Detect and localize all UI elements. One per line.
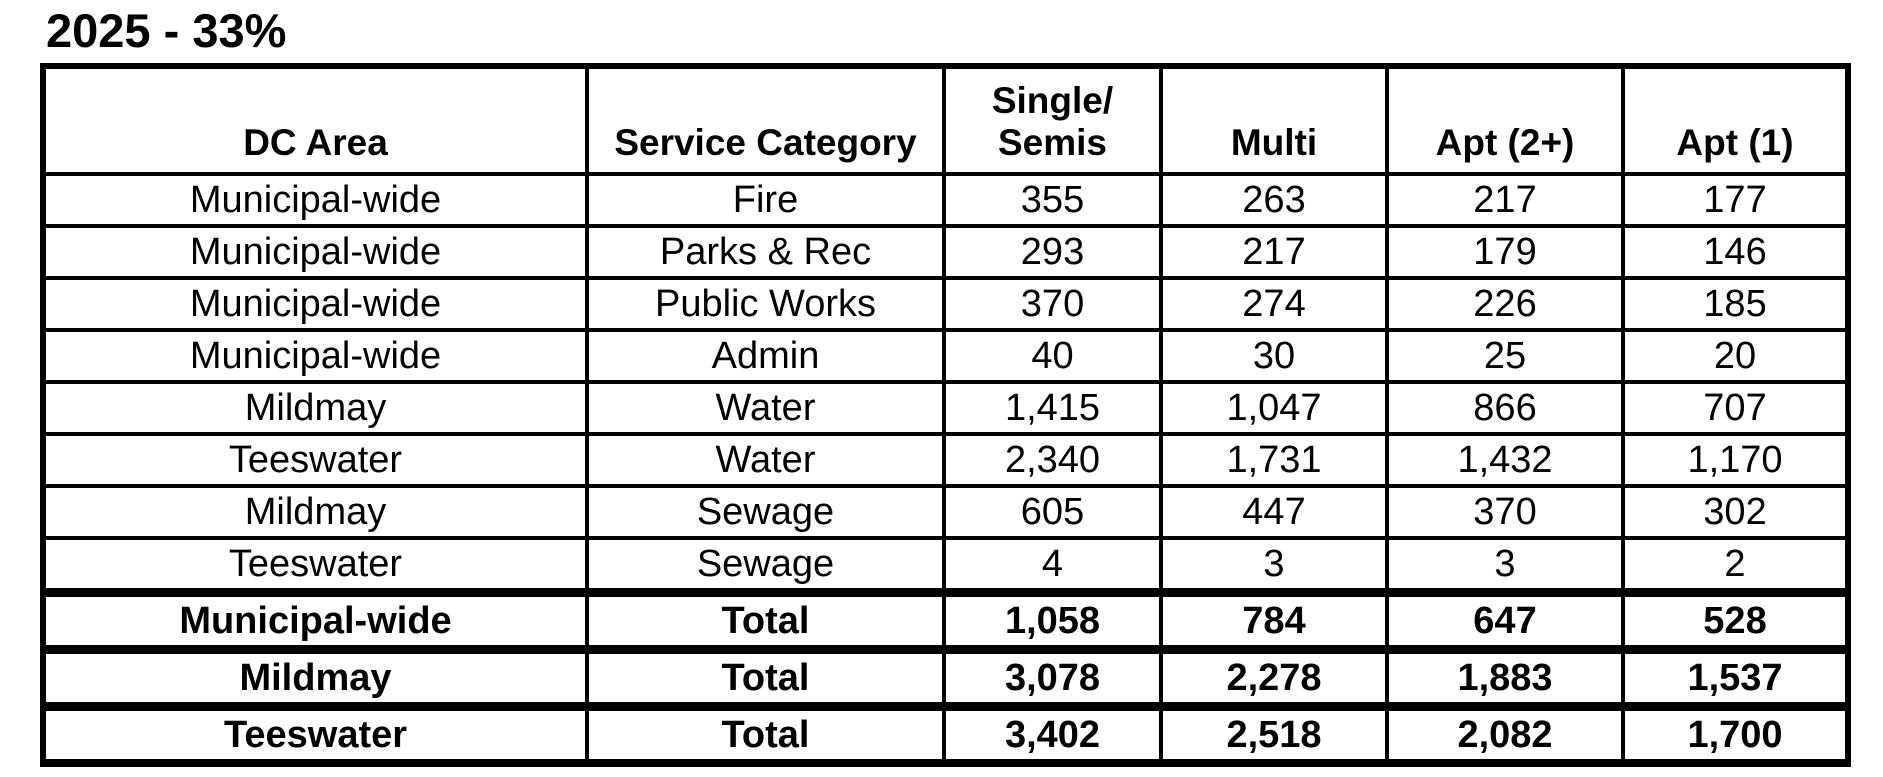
- cell-service-category: Sewage: [585, 484, 946, 540]
- cell-apt-1: 707: [1621, 380, 1850, 436]
- cell-apt-1: 2: [1621, 536, 1850, 595]
- table-row: Municipal-wide Public Works 370 274 226 …: [41, 276, 1850, 332]
- cell-single-semis: 370: [942, 276, 1163, 332]
- cell-single-semis: 3,402: [942, 702, 1163, 767]
- cell-apt-1: 146: [1621, 224, 1850, 280]
- cell-apt-2plus: 1,883: [1385, 645, 1625, 709]
- header-apt-2plus: Apt (2+): [1385, 64, 1625, 176]
- cell-dc-area: Municipal-wide: [41, 224, 589, 280]
- cell-single-semis: 293: [942, 224, 1163, 280]
- cell-apt-2plus: 217: [1385, 172, 1625, 228]
- cell-dc-area: Municipal-wide: [41, 328, 589, 384]
- table-row: Municipal-wide Total 1,058 784 647 528: [41, 588, 1850, 652]
- table-row: Teeswater Total 3,402 2,518 2,082 1,700: [41, 702, 1850, 767]
- table-row: Mildmay Water 1,415 1,047 866 707: [41, 380, 1850, 436]
- cell-apt-2plus: 2,082: [1385, 702, 1625, 767]
- table-row: Teeswater Sewage 4 3 3 2: [41, 536, 1850, 595]
- cell-apt-1: 1,700: [1621, 702, 1850, 767]
- table-row: Mildmay Sewage 605 447 370 302: [41, 484, 1850, 540]
- cell-apt-1: 1,537: [1621, 645, 1850, 709]
- cell-service-category: Total: [585, 588, 946, 652]
- cell-service-category: Admin: [585, 328, 946, 384]
- cell-dc-area: Teeswater: [41, 702, 589, 767]
- cell-dc-area: Mildmay: [41, 645, 589, 709]
- cell-service-category: Public Works: [585, 276, 946, 332]
- table-row: Municipal-wide Fire 355 263 217 177: [41, 172, 1850, 228]
- cell-multi: 447: [1159, 484, 1389, 540]
- cell-single-semis: 1,415: [942, 380, 1163, 436]
- cell-apt-2plus: 226: [1385, 276, 1625, 332]
- cell-apt-1: 185: [1621, 276, 1850, 332]
- table-row: Municipal-wide Parks & Rec 293 217 179 1…: [41, 224, 1850, 280]
- cell-single-semis: 40: [942, 328, 1163, 384]
- cell-apt-2plus: 647: [1385, 588, 1625, 652]
- header-multi: Multi: [1159, 64, 1389, 176]
- cell-service-category: Sewage: [585, 536, 946, 595]
- cell-single-semis: 2,340: [942, 432, 1163, 488]
- cell-service-category: Total: [585, 702, 946, 767]
- cell-apt-1: 177: [1621, 172, 1850, 228]
- cell-apt-2plus: 1,432: [1385, 432, 1625, 488]
- cell-multi: 2,278: [1159, 645, 1389, 709]
- cell-dc-area: Municipal-wide: [41, 276, 589, 332]
- cell-multi: 217: [1159, 224, 1389, 280]
- cell-service-category: Water: [585, 432, 946, 488]
- cell-dc-area: Teeswater: [41, 536, 589, 595]
- cell-multi: 263: [1159, 172, 1389, 228]
- cell-dc-area: Mildmay: [41, 484, 589, 540]
- header-dc-area: DC Area: [41, 64, 589, 176]
- cell-dc-area: Municipal-wide: [41, 588, 589, 652]
- cell-apt-1: 302: [1621, 484, 1850, 540]
- cell-dc-area: Municipal-wide: [41, 172, 589, 228]
- cell-apt-2plus: 866: [1385, 380, 1625, 436]
- cell-dc-area: Teeswater: [41, 432, 589, 488]
- header-apt-1: Apt (1): [1621, 64, 1850, 176]
- cell-apt-2plus: 370: [1385, 484, 1625, 540]
- cell-single-semis: 1,058: [942, 588, 1163, 652]
- cell-multi: 1,731: [1159, 432, 1389, 488]
- table-row: Mildmay Total 3,078 2,278 1,883 1,537: [41, 645, 1850, 709]
- cell-multi: 2,518: [1159, 702, 1389, 767]
- cell-multi: 784: [1159, 588, 1389, 652]
- cell-apt-1: 528: [1621, 588, 1850, 652]
- header-service-category: Service Category: [585, 64, 946, 176]
- cell-single-semis: 3,078: [942, 645, 1163, 709]
- table-row: Teeswater Water 2,340 1,731 1,432 1,170: [41, 432, 1850, 488]
- dc-charges-table: DC Area Service Category Single/ Semis M…: [40, 63, 1851, 767]
- page-title: 2025 - 33%: [46, 4, 287, 57]
- cell-single-semis: 355: [942, 172, 1163, 228]
- cell-service-category: Water: [585, 380, 946, 436]
- cell-service-category: Fire: [585, 172, 946, 228]
- cell-apt-1: 20: [1621, 328, 1850, 384]
- cell-apt-1: 1,170: [1621, 432, 1850, 488]
- cell-multi: 274: [1159, 276, 1389, 332]
- cell-multi: 30: [1159, 328, 1389, 384]
- header-single-semis: Single/ Semis: [942, 64, 1163, 176]
- header-row: DC Area Service Category Single/ Semis M…: [41, 64, 1850, 176]
- cell-single-semis: 605: [942, 484, 1163, 540]
- cell-multi: 1,047: [1159, 380, 1389, 436]
- cell-dc-area: Mildmay: [41, 380, 589, 436]
- cell-apt-2plus: 25: [1385, 328, 1625, 384]
- cell-single-semis: 4: [942, 536, 1163, 595]
- cell-apt-2plus: 179: [1385, 224, 1625, 280]
- table-row: Municipal-wide Admin 40 30 25 20: [41, 328, 1850, 384]
- cell-apt-2plus: 3: [1385, 536, 1625, 595]
- cell-service-category: Total: [585, 645, 946, 709]
- cell-multi: 3: [1159, 536, 1389, 595]
- cell-service-category: Parks & Rec: [585, 224, 946, 280]
- table-body: Municipal-wide Fire 355 263 217 177 Muni…: [41, 172, 1850, 767]
- table-header: DC Area Service Category Single/ Semis M…: [41, 64, 1850, 176]
